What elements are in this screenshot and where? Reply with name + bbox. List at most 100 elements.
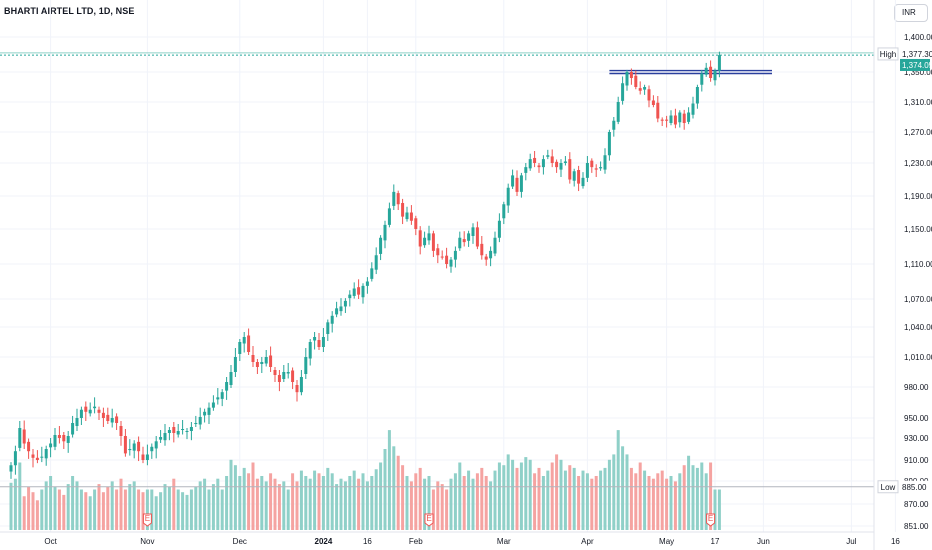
candle-body [687,112,691,122]
volume-bar [559,459,563,530]
volume-bar [462,476,466,530]
candle-body [365,281,369,286]
volume-bar [436,481,440,530]
volume-bar [458,462,462,530]
volume-bar [453,473,457,530]
candle-body [123,436,127,454]
volume-bar [379,462,383,530]
volume-bar [119,478,123,530]
earnings-icon-label: E [426,514,431,523]
candle-body [321,337,325,347]
candle-body [431,233,435,251]
currency-selector[interactable]: INR [894,4,928,22]
volume-bar [418,467,422,530]
y-tick-label: 930.00 [904,434,929,443]
volume-bar [528,459,532,530]
volume-bar [665,478,669,530]
candle-body [475,227,479,247]
volume-bar [638,462,642,530]
volume-bar [115,489,119,530]
volume-bar [445,489,449,530]
candle-body [396,193,400,205]
volume-bar [330,473,334,530]
y-tick-label: 1,190.00 [904,192,932,201]
y-tick-label: 980.00 [904,383,929,392]
volume-bar [225,476,229,530]
volume-bar [348,476,352,530]
volume-bar [335,484,339,530]
y-tick-label: 1,270.00 [904,128,932,137]
horizontal-levels [0,52,874,488]
volume-bar [88,496,92,530]
last-price-tag-value-box [900,58,930,71]
volume-bar [717,489,721,530]
candle-body [713,70,717,81]
x-tick-label: 17 [711,537,720,546]
candle-body [119,426,123,436]
earnings-icon [142,513,152,527]
y-tick-label: 1,010.00 [904,353,932,362]
volume-bar [220,489,224,530]
candle-body [405,212,409,220]
high-tag-label-box [877,47,899,61]
volume-bar [62,494,66,530]
low-tag-value: 885.00 [902,483,927,492]
volume-bar [541,476,545,530]
candle-body [299,377,303,393]
volume-bar [57,489,61,530]
candle-body [229,372,233,385]
candle-body [546,155,550,157]
volume-bar [467,470,471,530]
volume-bar [489,481,493,530]
volume-bar [40,489,44,530]
volume-bar [101,492,105,530]
candle-body [458,237,462,249]
candle-body [418,230,422,247]
candle-body [656,102,660,119]
candle-body [445,255,449,264]
price-axis: 1,400.00 1,350.00 1,310.00 1,270.00 1,230.00… [873,0,932,550]
volume-bar [590,478,594,530]
volume-bar [141,492,145,530]
candle-body [84,406,88,412]
volume-bar [97,484,101,530]
volume-bar [84,492,88,530]
candle-body [559,163,563,170]
volume-bar [572,467,576,530]
candle-body [282,372,286,379]
candle-body [40,456,44,458]
candle-body [93,406,97,409]
volume-bar [150,489,154,530]
candle-body [145,454,149,460]
x-tick-label: Mar [497,537,511,546]
volume-bar [497,462,501,530]
x-tick-label: Apr [581,537,594,546]
candle-body [339,306,343,312]
volume-bar [216,478,220,530]
volume-bar [669,476,673,530]
candle-body [590,160,594,168]
volume-bar [159,492,163,530]
grid-lines [0,0,896,532]
volume-bar [273,478,277,530]
earnings-icon [424,513,434,527]
volume-bar [440,484,444,530]
volume-bar [519,462,523,530]
volume-bar [44,481,48,530]
candle-body [493,237,497,254]
x-tick-label: 2024 [315,537,333,546]
candle-body [31,454,35,458]
candle-body [471,227,475,236]
volume-bar [506,454,510,530]
candle-body [629,72,633,78]
candle-body [343,300,347,307]
candle-body [621,83,625,101]
candle-body [651,100,655,105]
volume-bar [511,459,515,530]
volume-bar [137,489,141,530]
candle-body [238,342,242,354]
volume-bar [93,489,97,530]
candle-body [203,411,207,416]
candle-body [511,175,515,187]
